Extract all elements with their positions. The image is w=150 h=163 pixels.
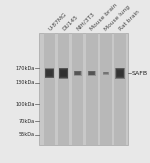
Bar	[47, 71, 52, 76]
Bar	[116, 69, 124, 78]
Bar	[116, 69, 124, 77]
Text: 130kDa: 130kDa	[15, 80, 35, 85]
Bar	[46, 70, 52, 76]
Text: 100kDa: 100kDa	[15, 102, 35, 107]
Text: Mouse brain: Mouse brain	[90, 2, 119, 31]
Bar	[59, 68, 68, 78]
Text: 170kDa: 170kDa	[15, 66, 35, 71]
Bar	[103, 72, 108, 74]
Bar	[45, 69, 54, 77]
Bar	[104, 73, 108, 74]
Bar	[88, 71, 96, 76]
Bar	[75, 71, 81, 75]
Bar	[86, 33, 98, 145]
Bar	[118, 71, 122, 75]
Bar	[88, 71, 95, 75]
Bar	[103, 72, 109, 74]
Bar	[72, 33, 83, 145]
Bar	[100, 33, 112, 145]
Bar	[44, 33, 55, 145]
Text: U-87MG: U-87MG	[47, 11, 68, 31]
Bar	[89, 71, 95, 75]
Bar	[47, 71, 52, 75]
Bar	[45, 69, 54, 78]
Bar	[61, 71, 66, 75]
Text: Rat brain: Rat brain	[118, 9, 140, 31]
Bar	[45, 68, 54, 78]
Text: 55kDa: 55kDa	[19, 133, 35, 138]
Text: DU145: DU145	[61, 14, 79, 31]
Bar	[115, 68, 125, 79]
Bar	[116, 68, 124, 78]
Text: NIH/3T3: NIH/3T3	[76, 11, 96, 31]
Bar	[90, 72, 94, 74]
Bar	[117, 70, 123, 77]
Bar	[74, 71, 81, 75]
Bar	[114, 33, 126, 145]
Bar	[88, 71, 95, 75]
Bar	[75, 72, 80, 74]
Bar	[90, 72, 94, 74]
Bar	[117, 71, 123, 76]
Bar	[59, 69, 68, 78]
Bar	[60, 70, 67, 76]
Bar	[104, 72, 108, 74]
Bar	[117, 70, 123, 76]
Text: 70kDa: 70kDa	[18, 119, 35, 124]
Bar	[103, 72, 109, 74]
Bar	[39, 33, 129, 145]
Bar	[46, 69, 53, 77]
Bar	[75, 72, 80, 75]
Bar	[60, 69, 67, 77]
Bar	[103, 72, 109, 75]
Bar	[76, 72, 80, 74]
Bar	[59, 68, 68, 79]
Bar	[58, 33, 69, 145]
Bar	[61, 71, 66, 76]
Bar	[104, 72, 108, 74]
Bar	[104, 73, 108, 74]
Text: Mouse lung: Mouse lung	[104, 4, 131, 31]
Bar	[74, 71, 82, 76]
Text: SAFB: SAFB	[131, 71, 147, 76]
Bar	[46, 70, 53, 76]
Bar	[75, 72, 80, 75]
Bar	[74, 71, 81, 75]
Bar	[60, 70, 67, 77]
Bar	[89, 72, 94, 75]
Bar	[89, 72, 94, 75]
